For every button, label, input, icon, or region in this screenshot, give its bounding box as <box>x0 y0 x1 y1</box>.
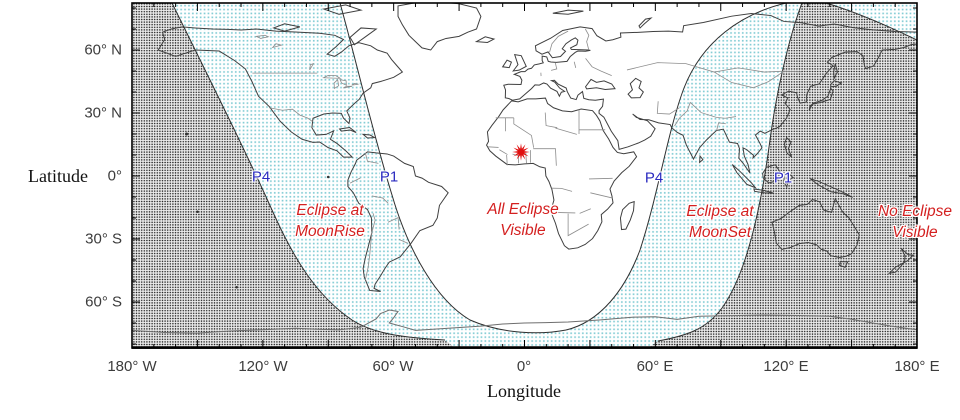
contact-curves <box>171 3 917 342</box>
x-tick-label: 180° E <box>894 358 940 375</box>
x-tick-label: 120° E <box>763 358 809 375</box>
x-tick-label: 60° E <box>636 358 674 375</box>
region-fill-partial-corner <box>826 3 917 40</box>
greatest-eclipse-star-icon <box>512 143 530 161</box>
y-tick-label: 60° S <box>85 293 122 311</box>
contact-label-p4-east: P4 <box>644 169 664 187</box>
region-label-moonset: Eclipse at MoonSet <box>686 203 754 241</box>
x-tick-label: 180° W <box>107 358 157 375</box>
contact-label-p1-east: P1 <box>773 169 793 187</box>
y-axis-title: Latitude <box>28 166 88 186</box>
region-label-moonrise: Eclipse at MoonRise <box>295 202 365 240</box>
y-tick-label: 60° N <box>84 41 122 59</box>
y-tick-label: 30° N <box>84 104 122 122</box>
map-area <box>132 2 917 348</box>
x-axis-title: Longitude <box>487 381 561 401</box>
contact-label-p4-west: P4 <box>251 168 271 186</box>
x-tick-label: 120° W <box>238 358 288 375</box>
country-borders <box>252 29 801 280</box>
x-tick-label: 60° W <box>372 358 414 375</box>
y-tick-label: 0° <box>107 167 122 185</box>
region-label-all-visible: All Eclipse Visible <box>487 201 559 239</box>
region-fill-all-visible <box>340 3 786 333</box>
x-tick-label: 0° <box>516 358 532 375</box>
contact-label-p1-west: P1 <box>379 168 399 186</box>
y-tick-label: 30° S <box>85 230 122 248</box>
world-coastlines <box>132 2 917 333</box>
region-label-no-eclipse: No Eclipse Visible <box>877 203 953 241</box>
